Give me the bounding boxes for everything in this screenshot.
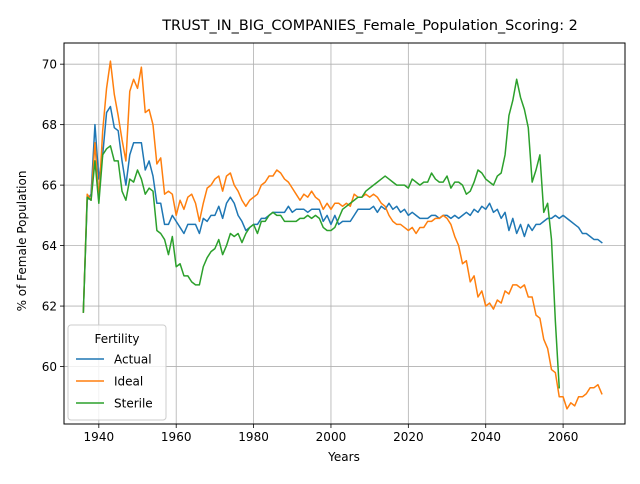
y-tick-label: 60: [42, 360, 57, 374]
series-line-sterile: [82, 78, 561, 389]
series-line-actual: [82, 105, 603, 313]
x-tick-label: 1940: [84, 430, 115, 444]
series-layer: [82, 60, 603, 410]
axis-ticks: 1940 1960 1980 2000 2020 2040 2060 60 62 64 66 68 70: [42, 57, 579, 444]
x-tick-label: 1980: [238, 430, 269, 444]
legend-label-sterile: Sterile: [114, 396, 153, 410]
y-tick-label: 70: [42, 57, 57, 71]
x-tick-label: 2020: [393, 430, 424, 444]
x-axis-label: Years: [327, 450, 360, 464]
legend-box: [67, 324, 167, 421]
y-tick-label: 66: [42, 178, 57, 192]
legend-label-actual: Actual: [114, 352, 152, 366]
x-tick-label: 1960: [161, 430, 192, 444]
series-line-ideal: [82, 60, 603, 410]
y-tick-label: 62: [42, 299, 57, 313]
y-tick-label: 64: [42, 239, 57, 253]
x-tick-label: 2040: [470, 430, 501, 444]
chart-title: TRUST_IN_BIG_COMPANIES_Female_Population…: [161, 18, 578, 34]
legend-label-ideal: Ideal: [114, 374, 143, 388]
x-tick-label: 2000: [316, 430, 347, 444]
plot-frame: [63, 42, 626, 425]
x-tick-label: 2060: [548, 430, 579, 444]
legend-title: Fertility: [94, 332, 139, 346]
y-axis-label: % of Female Population: [15, 171, 29, 312]
legend: Fertility Actual Ideal Sterile: [67, 324, 167, 421]
y-tick-label: 68: [42, 118, 57, 132]
